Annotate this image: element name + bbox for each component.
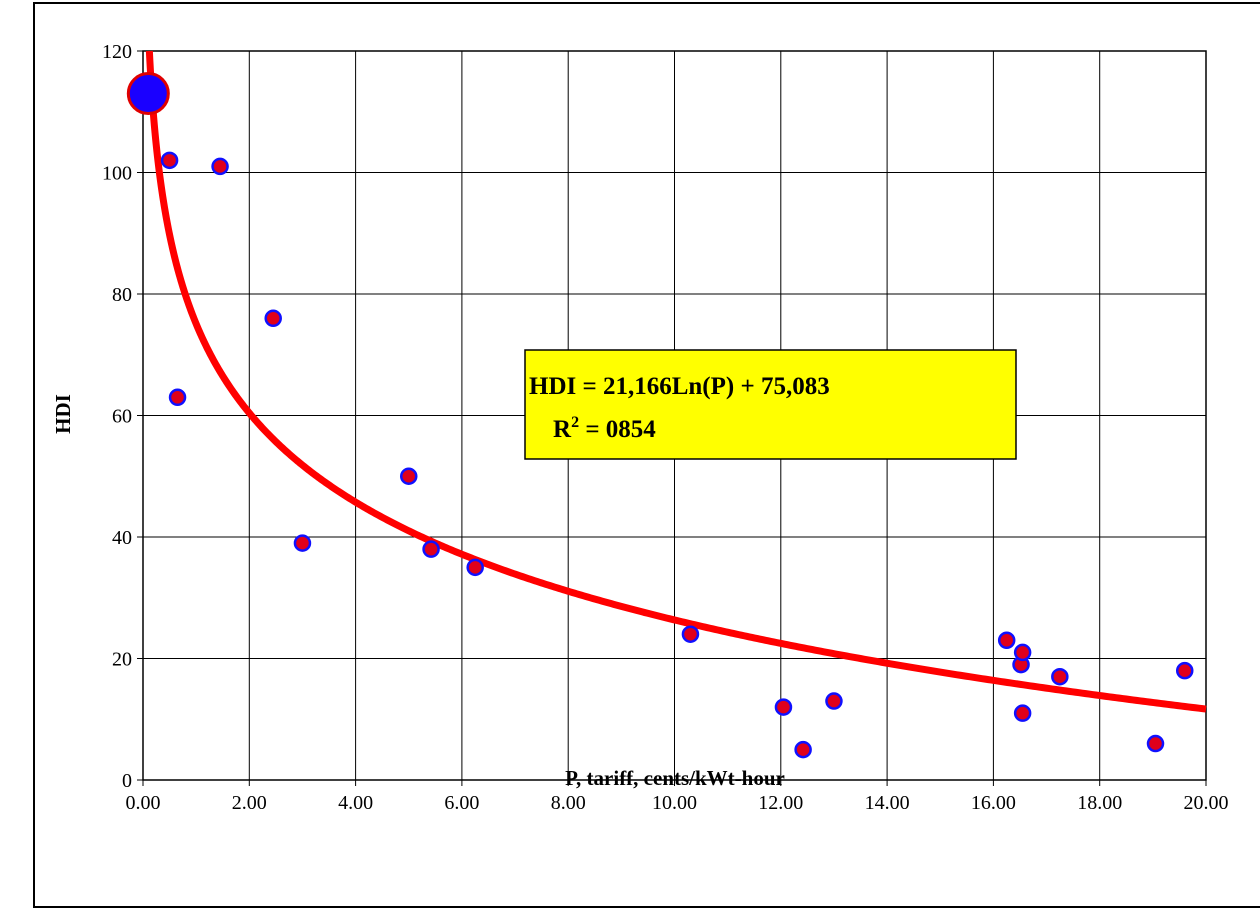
equation-box-bg <box>524 349 1017 460</box>
y-tick-label: 0 <box>122 770 132 792</box>
y-tick-label: 20 <box>112 649 132 671</box>
x-tick-label: 16.00 <box>971 792 1016 814</box>
data-point <box>168 388 187 407</box>
y-tick-label: 80 <box>112 284 132 306</box>
data-point <box>1013 704 1032 722</box>
x-tick-label: 12.00 <box>758 792 803 814</box>
data-point <box>681 625 700 643</box>
x-tick-label: 6.00 <box>444 792 479 814</box>
data-point <box>466 558 484 577</box>
data-point <box>1051 667 1069 686</box>
y-tick-label: 40 <box>112 527 132 549</box>
data-point <box>1013 643 1032 662</box>
data-point <box>825 692 843 710</box>
y-tick-label: 60 <box>112 406 132 428</box>
data-point <box>794 740 812 759</box>
x-tick-label: 20.00 <box>1184 792 1229 814</box>
x-tick-label: 4.00 <box>338 792 373 814</box>
y-axis-ticks: 0 20 40 60 80 100 120 <box>102 41 132 792</box>
y-tick-label: 100 <box>102 163 132 185</box>
x-tick-label: 8.00 <box>551 792 586 814</box>
data-point <box>997 631 1016 650</box>
data-point <box>422 540 440 558</box>
x-tick-label: 2.00 <box>232 792 267 814</box>
data-point <box>211 157 229 176</box>
data-points <box>126 72 1194 759</box>
data-point <box>293 534 312 552</box>
trendline <box>145 50 1207 713</box>
equation-box: HDI = 21,166Ln(P) + 75,083 R2 = 0854 <box>524 349 1017 460</box>
r-squared-text: R2 = 0854 <box>553 414 656 443</box>
x-tick-label: 18.00 <box>1077 792 1122 814</box>
data-point <box>1175 661 1194 680</box>
data-point <box>774 698 793 716</box>
data-point <box>264 309 282 328</box>
x-tick-label: 0.00 <box>126 792 161 814</box>
x-axis-title: P, tariff, cents/kWt-hour <box>565 766 785 790</box>
y-tick-label: 120 <box>102 41 132 63</box>
data-point <box>160 151 179 170</box>
x-axis-ticks: 0.00 2.00 4.00 6.00 8.00 10.00 12.00 14.00 16.00… <box>126 792 1229 814</box>
equation-text: HDI = 21,166Ln(P) + 75,083 <box>529 373 830 400</box>
highlight-point <box>126 72 170 116</box>
data-point <box>400 467 418 485</box>
x-tick-label: 14.00 <box>865 792 910 814</box>
y-axis-title: HDI <box>51 394 75 434</box>
x-tick-label: 10.00 <box>652 792 697 814</box>
data-point <box>1146 734 1165 753</box>
